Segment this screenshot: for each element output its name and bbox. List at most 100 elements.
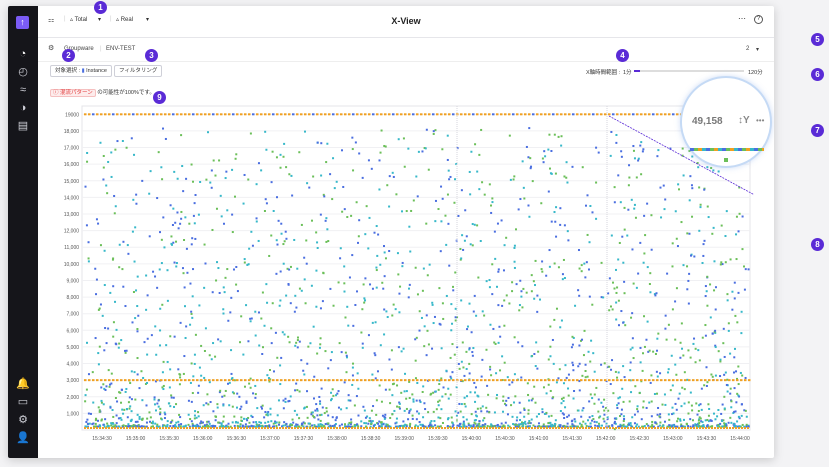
scatter-point [94,417,97,420]
scatter-point [703,239,706,242]
gear-icon[interactable]: ⚙ [48,45,55,52]
trend-icon[interactable]: ≈ [19,84,27,96]
xview-scatter-chart[interactable]: 1,0002,0003,0004,0005,0006,0007,0008,000… [52,102,754,444]
filter-dropdown[interactable]: ▵ Total [70,17,88,23]
range-slider[interactable] [634,70,744,72]
scatter-point [383,308,386,311]
scatter-point [567,414,570,417]
scatter-point [735,370,738,373]
scatter-point [149,170,152,173]
scatter-point [152,270,155,273]
scatter-point [603,413,606,416]
scatter-point [325,410,328,413]
scatter-point [118,243,121,246]
scatter-point [504,421,507,424]
scatter-point [432,322,435,325]
target-select-button[interactable]: 対象選択 : ▮ Instance [50,65,112,77]
scatter-point [486,384,489,387]
scatter-point [353,404,356,407]
analysis-icon[interactable]: ◑ [19,102,27,114]
scatter-point [172,424,175,427]
y-axis-toggle-icon[interactable]: ↕Y [738,115,750,126]
scatter-point [320,174,323,177]
scatter-point [110,151,113,154]
scatter-point [175,240,178,243]
more-options-icon[interactable]: ••• [756,116,765,125]
scatter-point [582,354,585,357]
app-logo[interactable]: ↑ [16,16,29,29]
scatter-point [508,302,511,305]
scatter-point [711,375,714,378]
help-icon[interactable]: ? [754,15,763,24]
scatter-point [136,373,139,376]
scatter-point [451,422,454,425]
threshold-point [644,379,647,382]
scatter-point [508,134,511,137]
chevron-down-icon[interactable]: ▾ [98,17,102,23]
scatter-point [465,425,468,428]
scatter-point [470,331,473,334]
scatter-point [375,286,378,289]
threshold-point [256,379,259,382]
threshold-point [304,379,307,382]
chevron-down-icon[interactable]: ▾ [756,47,760,53]
alert-bell-icon[interactable]: 🔔 [16,378,30,390]
scatter-point [201,425,204,428]
scatter-point [96,419,99,422]
scatter-point [474,386,477,389]
scatter-point [621,235,624,238]
scatter-point [409,408,412,411]
user-icon[interactable]: 👤 [16,432,30,444]
scatter-point [398,292,401,295]
more-options-icon[interactable]: ⋯ [738,14,746,23]
scatter-point [98,410,101,413]
scatter-point [609,305,612,308]
scatter-point [326,142,329,145]
scatter-point [378,425,381,428]
scatter-point [414,266,417,269]
alert-tag[interactable]: ⓘ 混流パターン [50,89,96,97]
scatter-point [207,403,210,406]
threshold-point [660,113,663,116]
scatter-point [688,272,691,275]
scatter-point [334,423,337,426]
dashboard-icon[interactable]: ◔ [19,48,27,60]
scatter-point [85,388,88,391]
instance-count[interactable]: 2 [746,46,750,52]
scatter-point [230,378,233,381]
scatter-point [289,265,292,268]
breadcrumb-group[interactable]: Groupware [64,46,94,52]
scatter-point [476,424,479,427]
scatter-point [527,409,530,412]
scatter-point [261,353,264,356]
baseline-point [252,427,254,429]
scatter-point [472,347,475,350]
breadcrumb-env[interactable]: ENV-TEST [106,46,136,52]
scatter-point [102,403,105,406]
realtime-dropdown[interactable]: ▵ Real [116,17,134,23]
filter-button[interactable]: フィルタリング [114,65,163,77]
scatter-point [476,224,479,227]
scatter-point [388,388,391,391]
scatter-point [377,233,380,236]
scatter-point [744,409,747,412]
scatter-point [640,173,643,176]
scatter-point [110,424,113,427]
scatter-point [371,321,374,324]
scatter-point [424,147,427,150]
scatter-point [667,323,670,326]
baseline-point [279,427,281,429]
layout-icon[interactable]: ⚏ [48,17,55,24]
performance-icon[interactable]: ◴ [18,66,28,78]
report-icon[interactable]: ▤ [17,120,29,132]
scatter-point [671,424,674,427]
scatter-point [488,183,491,186]
scatter-point [636,410,639,413]
scatter-point [146,337,149,340]
scatter-point [434,220,437,223]
scatter-point [586,375,589,378]
message-icon[interactable]: ▭ [17,396,29,408]
settings-icon[interactable]: ⚙ [18,414,28,426]
chevron-down-icon[interactable]: ▾ [146,17,150,23]
scatter-point [580,423,583,426]
